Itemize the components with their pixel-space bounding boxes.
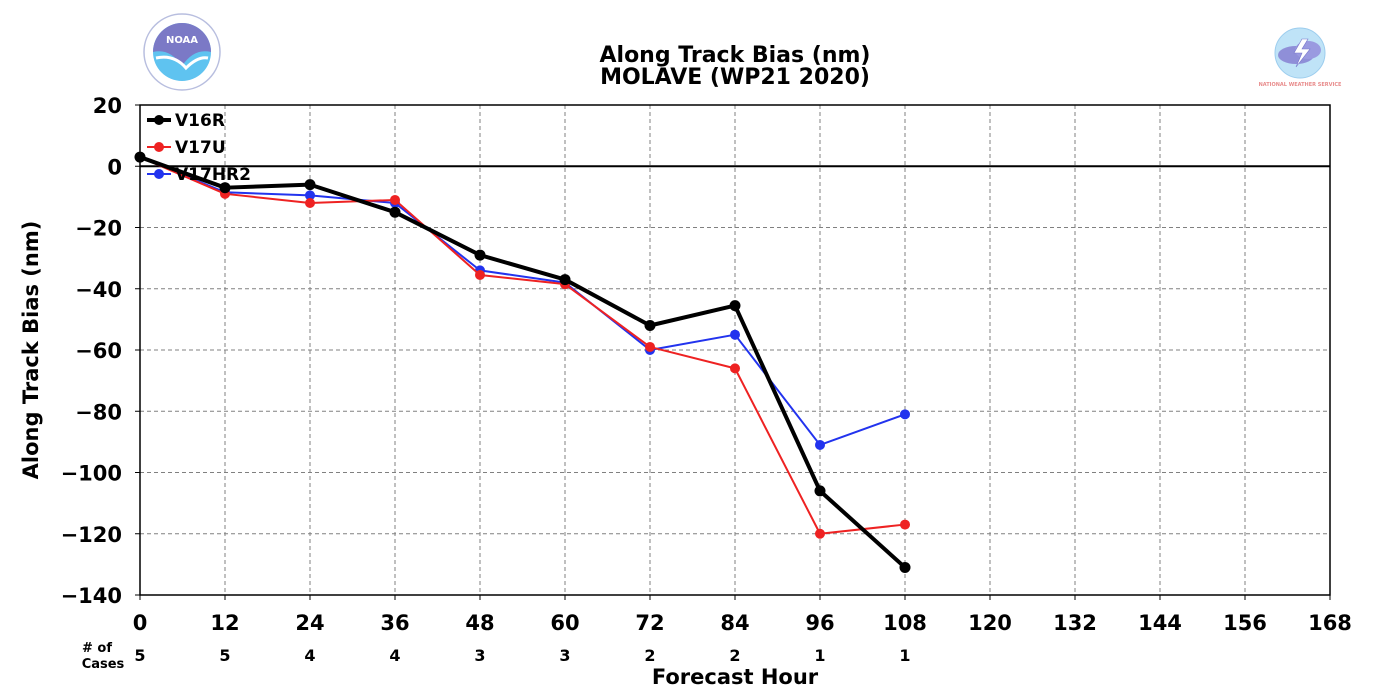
cases-header-line2: Cases bbox=[82, 657, 125, 672]
data-point-v17hr2 bbox=[900, 409, 910, 420]
series-line-v17hr2 bbox=[139, 156, 906, 446]
cases-header-line1: # of bbox=[82, 641, 112, 656]
x-tick-label: 36 bbox=[380, 611, 409, 635]
x-tick-label: 12 bbox=[210, 611, 239, 635]
data-point-v16r bbox=[474, 249, 486, 261]
noaa-logo: NOAA bbox=[143, 13, 221, 91]
x-tick-labels: 0 12 24 36 48 60 72 84 96 108 120 132 144 156 168 bbox=[133, 595, 1352, 635]
y-tick-label: −60 bbox=[75, 339, 122, 363]
data-point-v16r bbox=[729, 300, 741, 312]
data-point-v16r bbox=[219, 182, 231, 194]
series-line-v17u bbox=[139, 156, 906, 535]
legend-swatch-marker bbox=[154, 142, 164, 152]
y-tick-label: −40 bbox=[75, 278, 122, 302]
case-count: 5 bbox=[134, 646, 145, 665]
data-point-v16r bbox=[559, 274, 571, 286]
chart-title: Along Track Bias (nm) bbox=[600, 43, 871, 68]
legend: V16R V17U V17HR2 bbox=[147, 111, 251, 185]
case-count: 2 bbox=[729, 646, 740, 665]
x-tick-label: 84 bbox=[720, 611, 749, 635]
x-tick-label: 120 bbox=[968, 611, 1012, 635]
y-tick-labels: 20 0 −20 −40 −60 −80 −100 −120 −140 bbox=[61, 94, 140, 608]
x-tick-label: 60 bbox=[550, 611, 579, 635]
data-point-v16r bbox=[389, 206, 401, 218]
y-tick-label: 0 bbox=[107, 155, 122, 179]
x-tick-label: 72 bbox=[635, 611, 664, 635]
x-axis-label: Forecast Hour bbox=[652, 665, 819, 689]
y-tick-label: −140 bbox=[61, 584, 122, 608]
legend-swatch-marker bbox=[154, 115, 164, 125]
y-axis-label: Along Track Bias (nm) bbox=[19, 221, 43, 480]
legend-label: V17U bbox=[175, 138, 226, 158]
data-point-v17hr2 bbox=[730, 329, 740, 340]
y-tick-label: 20 bbox=[93, 94, 122, 118]
chart-subtitle: MOLAVE (WP21 2020) bbox=[600, 65, 870, 90]
case-count: 3 bbox=[559, 646, 570, 665]
data-point-v17hr2 bbox=[815, 439, 825, 450]
y-tick-label: −20 bbox=[75, 217, 122, 241]
data-point-v17u bbox=[815, 528, 825, 539]
x-tick-label: 48 bbox=[465, 611, 494, 635]
data-point-v16r bbox=[644, 320, 656, 331]
data-point-v17u bbox=[900, 519, 910, 530]
data-point-v16r bbox=[304, 179, 316, 191]
data-point-v17u bbox=[730, 363, 740, 374]
case-count: 4 bbox=[389, 646, 400, 665]
data-point-v17u bbox=[390, 194, 400, 205]
noaa-logo-text: NOAA bbox=[166, 35, 198, 46]
y-tick-label: −80 bbox=[75, 400, 122, 424]
data-point-v17u bbox=[305, 198, 315, 208]
case-count: 5 bbox=[219, 646, 230, 665]
series-layer bbox=[134, 151, 911, 573]
grid-lines bbox=[140, 105, 1330, 595]
legend-swatch-marker bbox=[154, 169, 164, 179]
nws-logo: NATIONAL WEATHER SERVICE bbox=[1259, 17, 1342, 89]
x-tick-label: 144 bbox=[1138, 611, 1182, 635]
nws-logo-text: NATIONAL WEATHER SERVICE bbox=[1259, 82, 1342, 88]
data-point-v17u bbox=[475, 269, 485, 280]
series-line-v16r bbox=[139, 155, 907, 569]
legend-label: V16R bbox=[175, 111, 225, 131]
x-tick-label: 132 bbox=[1053, 611, 1097, 635]
data-point-v16r bbox=[899, 561, 911, 573]
case-count: 1 bbox=[899, 646, 910, 665]
data-point-v17u bbox=[645, 341, 655, 352]
legend-label: V17HR2 bbox=[175, 165, 251, 185]
case-count: 1 bbox=[814, 646, 825, 665]
data-point-v16r bbox=[814, 485, 826, 497]
y-tick-label: −120 bbox=[61, 523, 122, 547]
x-tick-label: 156 bbox=[1223, 611, 1267, 635]
x-tick-label: 24 bbox=[295, 611, 324, 635]
case-count: 2 bbox=[644, 646, 655, 665]
x-tick-label: 0 bbox=[133, 611, 148, 635]
case-count: 3 bbox=[474, 646, 485, 665]
data-point-v17hr2 bbox=[305, 190, 315, 201]
x-tick-label: 108 bbox=[883, 611, 927, 635]
x-tick-label: 96 bbox=[805, 611, 834, 635]
x-tick-label: 168 bbox=[1308, 611, 1352, 635]
case-count: 4 bbox=[304, 646, 315, 665]
y-tick-label: −100 bbox=[61, 462, 122, 486]
